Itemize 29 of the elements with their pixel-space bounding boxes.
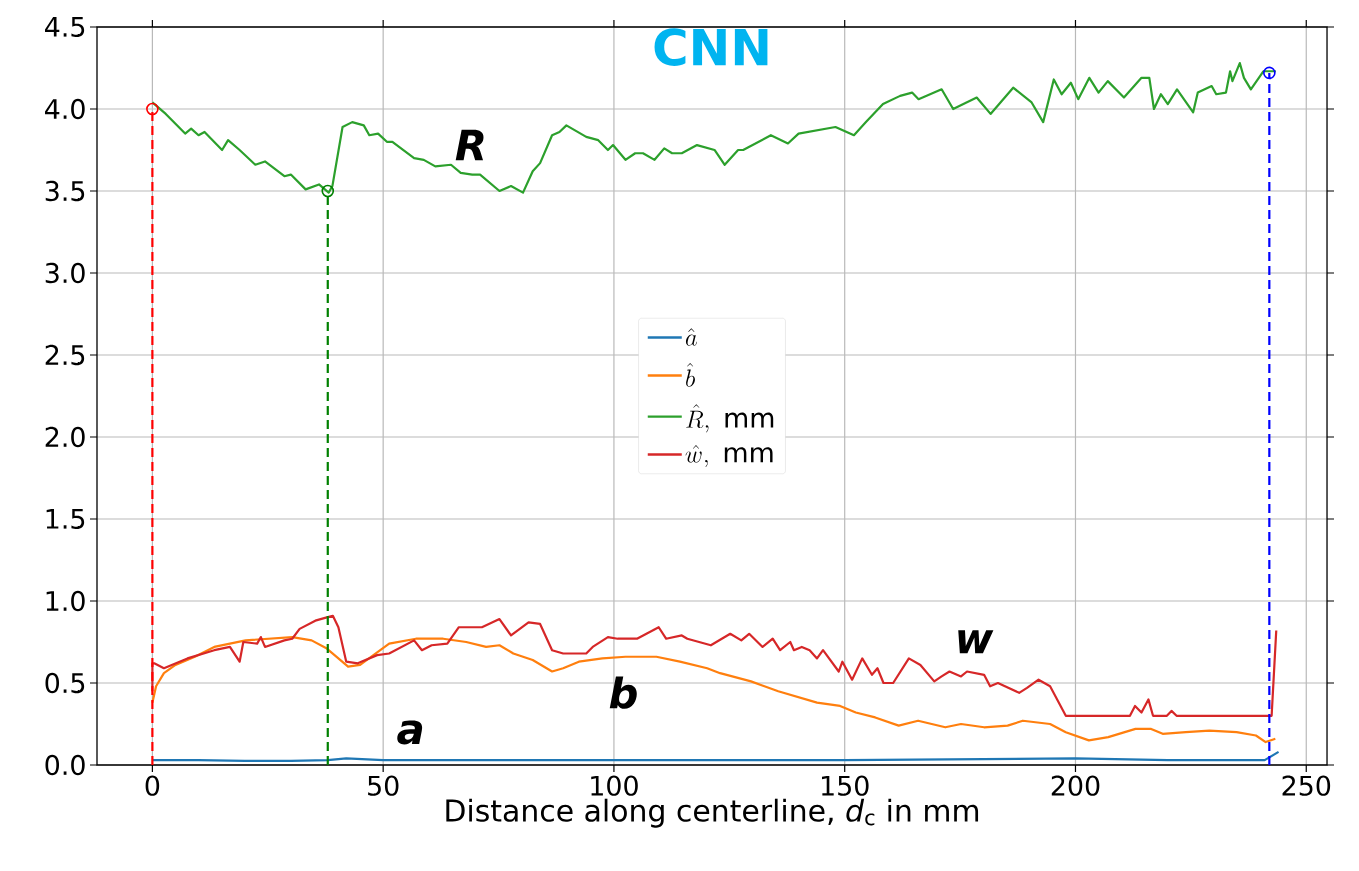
legend-label: $\hat{w},\ \mathrm{mm}$ [685,445,773,468]
y-tick-label: 4.5 [45,17,85,37]
y-tick-label: 0.0 [45,754,85,776]
y-tick-label: 3.5 [45,180,85,202]
point [146,102,159,116]
x-tick-label: 50 [368,775,399,796]
point [321,184,335,198]
y-tick-label: 4.0 [45,98,85,120]
annotation: a [397,720,423,745]
x-axis-title: Distance along centerline, d$_{c}$ in mm [446,798,979,828]
y-tick-label: 3.0 [45,262,85,284]
y-tick-label: 1.0 [46,590,85,612]
legend-label: $\hat{R},\ \mathrm{mm}$ [686,404,774,433]
chart-title: CNN [654,28,768,66]
y-tick-label: 2.0 [45,426,85,448]
x-tick-label: 0 [145,775,160,796]
legend-label: $\hat{a}$ [685,328,697,346]
annotation: b [609,676,637,709]
y-tick-label: 0.5 [45,672,85,694]
y-tick-label: 1.5 [46,509,85,529]
legend-label: $\hat{b}$ [686,362,695,387]
x-tick-label: 100 [591,775,638,796]
point [1263,66,1276,80]
x-tick-label: 250 [1282,775,1331,796]
y-tick-label: 2.5 [45,344,85,366]
x-tick-label: 200 [1051,775,1100,796]
annotation: w [958,630,994,654]
annotation: R [455,129,484,161]
x-tick-label: 150 [821,775,869,796]
